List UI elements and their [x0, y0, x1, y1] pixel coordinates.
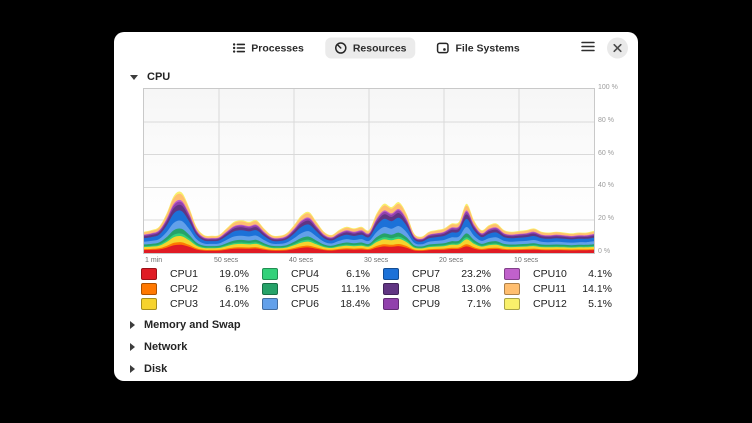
list-icon [232, 42, 246, 55]
x-tick-label: 40 secs [289, 257, 314, 264]
x-tick-label: 50 secs [214, 257, 239, 264]
cpu-color-swatch [383, 267, 399, 280]
cpu-name: CPU11 [533, 282, 567, 295]
cpu-color-swatch [141, 267, 157, 280]
headerbar: Processes Resources File Systems [114, 32, 638, 64]
cpu-usage-value: 11.1% [341, 282, 370, 295]
cpu-usage-value: 13.0% [461, 282, 491, 295]
cpu-usage-value: 14.0% [219, 297, 249, 310]
cpu-color-swatch [504, 282, 520, 295]
tab-processes[interactable]: Processes [223, 38, 313, 59]
y-tick-label: 20 % [598, 215, 614, 223]
cpu-usage-value: 14.1% [582, 282, 612, 295]
chevron-right-icon [130, 365, 135, 373]
cpu-name: CPU7 [412, 267, 441, 280]
primary-menu-button[interactable] [579, 39, 597, 58]
view-switcher: Processes Resources File Systems [223, 37, 529, 59]
network-expander[interactable]: Network [130, 338, 187, 356]
x-tick-label: 20 secs [439, 257, 464, 264]
x-tick-label: 10 secs [514, 257, 539, 264]
legend-item: CPU9 7.1% [383, 296, 504, 311]
cpu-name: CPU10 [533, 267, 567, 280]
chevron-right-icon [130, 321, 135, 329]
cpu-expander[interactable]: CPU [130, 68, 170, 86]
legend-item: CPU6 18.4% [262, 296, 383, 311]
cpu-color-swatch [262, 282, 278, 295]
cpu-color-swatch [141, 297, 157, 310]
cpu-chart [143, 88, 595, 254]
cpu-usage-value: 18.4% [340, 297, 370, 310]
y-tick-label: 80 % [598, 116, 614, 124]
cpu-name: CPU8 [412, 282, 441, 295]
y-tick-label: 100 % [598, 84, 618, 91]
tab-resources[interactable]: Resources [324, 37, 416, 59]
legend-item: CPU5 11.1% [262, 281, 383, 296]
speedometer-icon [334, 42, 347, 55]
drive-icon [437, 42, 450, 55]
cpu-usage-value: 6.1% [346, 267, 370, 280]
cpu-color-swatch [141, 282, 157, 295]
cpu-name: CPU12 [533, 297, 567, 310]
header-controls [579, 37, 628, 59]
close-button[interactable] [607, 37, 628, 59]
cpu-name: CPU2 [170, 282, 199, 295]
cpu-usage-value: 6.1% [225, 282, 249, 295]
x-tick-label: 30 secs [364, 257, 389, 264]
x-tick-label: 1 min [145, 257, 163, 264]
cpu-name: CPU6 [291, 297, 320, 310]
legend-item: CPU12 5.1% [504, 296, 625, 311]
cpu-color-swatch [262, 297, 278, 310]
hamburger-menu-icon [581, 41, 595, 56]
y-tick-label: 40 % [598, 182, 614, 190]
network-section-label: Network [144, 341, 188, 353]
cpu-name: CPU3 [170, 297, 199, 310]
cpu-name: CPU4 [291, 267, 320, 280]
cpu-usage-value: 5.1% [588, 297, 612, 310]
cpu-color-swatch [504, 267, 520, 280]
cpu-color-swatch [262, 267, 278, 280]
legend-item: CPU1 19.0% [141, 266, 262, 281]
memory-swap-section-label: Memory and Swap [144, 319, 241, 331]
legend-item: CPU7 23.2% [383, 266, 504, 281]
chevron-down-icon [130, 74, 138, 80]
legend-item: CPU11 14.1% [504, 281, 625, 296]
cpu-usage-value: 23.2% [461, 267, 491, 280]
cpu-color-swatch [504, 297, 520, 310]
chevron-right-icon [130, 343, 135, 351]
legend-item: CPU8 13.0% [383, 281, 504, 296]
cpu-name: CPU9 [412, 297, 441, 310]
legend-item: CPU4 6.1% [262, 266, 383, 281]
cpu-color-swatch [383, 297, 399, 310]
cpu-name: CPU1 [170, 267, 199, 280]
cpu-color-swatch [383, 282, 399, 295]
legend-item: CPU10 4.1% [504, 266, 625, 281]
disk-section-label: Disk [144, 363, 168, 375]
cpu-name: CPU5 [291, 282, 320, 295]
y-tick-label: 60 % [598, 149, 614, 157]
system-monitor-window: Processes Resources File Systems [114, 32, 638, 381]
cpu-legend: CPU1 19.0% CPU2 6.1% CPU3 14.0% CPU4 6.1… [141, 266, 625, 311]
tab-file-systems[interactable]: File Systems [428, 38, 529, 59]
cpu-usage-value: 7.1% [467, 297, 491, 310]
legend-item: CPU3 14.0% [141, 296, 262, 311]
legend-item: CPU2 6.1% [141, 281, 262, 296]
cpu-usage-value: 4.1% [588, 267, 612, 280]
close-icon [613, 41, 622, 56]
cpu-usage-value: 19.0% [219, 267, 249, 280]
y-tick-label: 0 % [598, 248, 611, 255]
cpu-section-label: CPU [147, 71, 171, 83]
memory-swap-expander[interactable]: Memory and Swap [130, 316, 241, 334]
y-axis-labels: 100 % 80 % 60 % 40 % 20 % 0 % [598, 84, 634, 255]
x-axis-labels: 1 min 50 secs 40 secs 30 secs 20 secs 10 secs [143, 256, 595, 266]
disk-expander[interactable]: Disk [130, 360, 167, 378]
